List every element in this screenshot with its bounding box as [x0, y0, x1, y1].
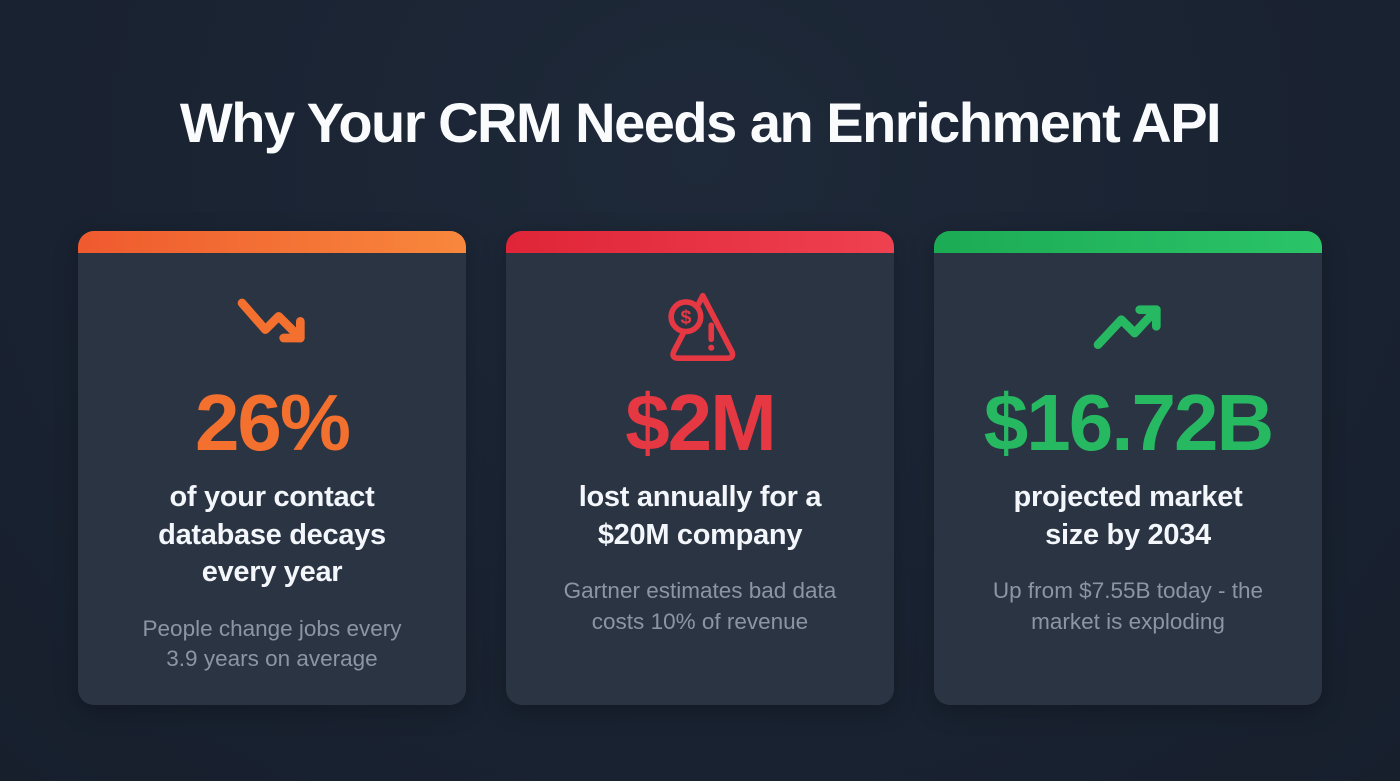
svg-text:$: $ — [680, 306, 691, 328]
page-title: Why Your CRM Needs an Enrichment API — [179, 91, 1222, 154]
card-contact-decay: 26% of your contact database decays ever… — [78, 231, 466, 705]
card-market-size: $16.72B projected market size by 2034 Up… — [934, 231, 1322, 705]
card-revenue-loss: $ $2M lost annually for a $20M company G… — [506, 231, 894, 705]
card-accent-bar — [78, 231, 466, 253]
trend-up-icon — [1081, 285, 1175, 371]
stat-value: 26% — [194, 378, 351, 467]
stat-cards-row: 26% of your contact database decays ever… — [0, 231, 1400, 705]
trend-down-icon — [225, 285, 319, 371]
stat-subtext: People change jobs every 3.9 years on av… — [142, 616, 402, 672]
stat-value: $16.72B — [983, 378, 1274, 467]
stat-subtext: Up from $7.55B today - the market is exp… — [992, 578, 1264, 634]
stat-value: $2M — [625, 378, 777, 467]
card-accent-bar — [934, 231, 1322, 253]
card-accent-bar — [506, 231, 894, 253]
stat-headline: of your contact database decays every ye… — [158, 481, 386, 589]
stat-subtext: Gartner estimates bad data costs 10% of … — [563, 578, 837, 634]
stat-headline: projected market size by 2034 — [1013, 481, 1243, 551]
stat-headline: lost annually for a $20M company — [578, 481, 822, 551]
dollar-warning-icon: $ — [655, 285, 745, 371]
